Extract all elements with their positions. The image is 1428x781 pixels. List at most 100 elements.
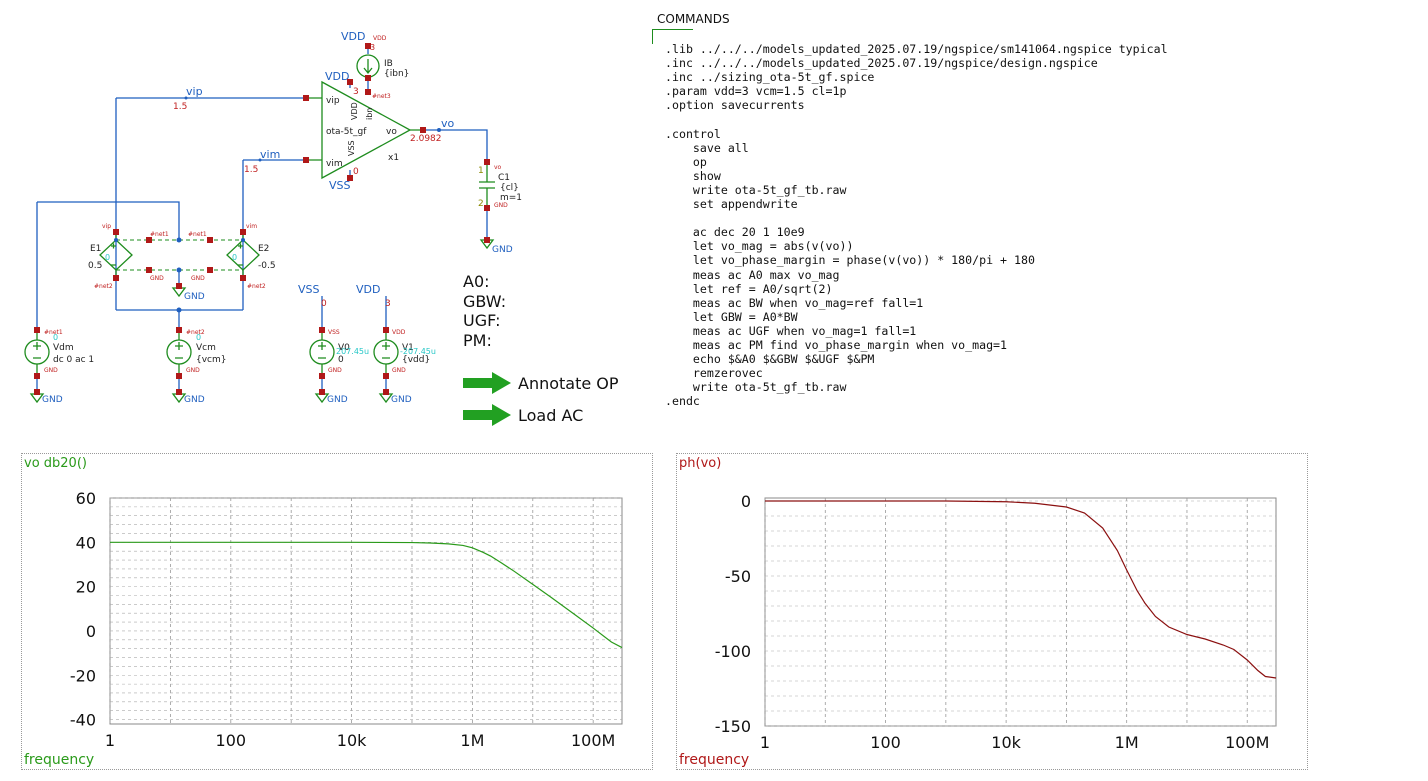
voltage-source-v1: V1 {vdd} -207.45u VDD GND: [373, 329, 436, 376]
phase-xtick-label: 100M: [1225, 733, 1269, 752]
phase-xtick-label: 100: [870, 733, 901, 752]
ib-net-label: #net3: [372, 93, 391, 100]
net-label-vdd-top: VDD: [341, 30, 365, 43]
mag-xtick-label: 1M: [460, 731, 484, 750]
mag-ytick-label: -20: [70, 666, 96, 685]
ib-value: {ibn}: [384, 69, 409, 79]
magnitude-plot[interactable]: 60 40 20 0 -20 -40 1 100 10k 1M 100M vo db20() fre…: [21, 453, 653, 770]
mag-series-line: [110, 541, 623, 649]
phase-series-line: [765, 500, 1277, 679]
vcm-net: #net2: [186, 329, 205, 336]
arrow-right-icon: [463, 372, 511, 394]
wires: [36, 46, 488, 394]
meas-gbw: GBW:: [463, 291, 507, 311]
phase-ytick-label: 0: [741, 492, 751, 511]
mag-grid: [109, 497, 622, 724]
meas-pm: PM:: [463, 330, 492, 350]
meas-ugf: UGF:: [463, 311, 501, 330]
capacitor-c1: C1 {cl} m=1 1 2 vo GND: [478, 162, 522, 209]
gnd-label-vcm: GND: [184, 395, 205, 405]
annotate-op-label: Annotate OP: [518, 373, 619, 393]
value-ib-top: 3: [370, 43, 375, 52]
e1-tl: vip: [102, 223, 111, 230]
c1-bot-net: GND: [494, 202, 508, 209]
load-ac-button[interactable]: Load AC: [462, 404, 583, 426]
value-vo: 2.0982: [410, 134, 442, 144]
phase-plot[interactable]: 0 -50 -100 -150 1 100 10k 1M 100M ph(vo) frequen…: [676, 453, 1308, 770]
voltage-source-vcm: Vcm {vcm} 0 #net2 GND: [166, 329, 227, 376]
c1-pin2: 2: [478, 199, 484, 209]
gnd-label-v0: GND: [327, 395, 348, 405]
c1-top-net: vo: [494, 164, 502, 171]
vcvs-e2: E2 -0.5 0 #net1 vim GND #net2: [188, 223, 276, 290]
phase-xtick-label: 10k: [991, 733, 1021, 752]
voltage-source-v0: V0 0 207.45u VSS GND: [309, 329, 369, 376]
phase-grid: [764, 498, 1276, 727]
opamp-symbol: vip vim vo ota-5t_gf x1 VDD ibn VSS: [306, 80, 423, 180]
v1-current: -207.45u: [400, 347, 436, 356]
phase-plot-title: ph(vo): [679, 456, 722, 471]
value-vdd-src: 3: [385, 299, 391, 309]
pin-markers: [34, 43, 490, 395]
e-source-dashed-wires: [116, 239, 243, 271]
e1-name: E1: [90, 244, 101, 254]
meas-a0: A0:: [463, 272, 490, 291]
mag-ytick-label: 40: [76, 533, 96, 552]
voltage-source-vdm: Vdm dc 0 ac 1 0 #net1 GND: [24, 329, 94, 376]
magnitude-plot-xlabel: frequency: [24, 752, 95, 768]
load-ac-label: Load AC: [518, 405, 584, 425]
mag-xtick-label: 1: [105, 731, 115, 750]
vdm-net: #net1: [44, 329, 63, 336]
value-vip: 1.5: [173, 102, 187, 112]
ground-labels: GND GND GND GND GND GND: [42, 245, 513, 405]
opamp-pin-ibn: ibn: [365, 108, 374, 120]
v0-gnd: GND: [328, 367, 342, 374]
vcm-current: 0: [196, 333, 201, 342]
opamp-pin-vo: vo: [386, 127, 397, 137]
e2-gain: -0.5: [258, 261, 276, 271]
opamp-instance: x1: [388, 153, 399, 163]
mag-ytick-label: 0: [86, 622, 96, 641]
net-label-vo: vo: [441, 117, 455, 130]
c1-name: C1: [498, 173, 510, 183]
annotate-op-button[interactable]: Annotate OP: [462, 372, 619, 394]
phase-xtick-label: 1M: [1115, 733, 1139, 752]
value-vss-pin: 0: [353, 167, 359, 177]
v1-value: {vdd}: [402, 355, 430, 365]
e2-name: E2: [258, 244, 269, 254]
e1-br: GND: [150, 275, 164, 282]
gnd-label-c1: GND: [492, 245, 513, 255]
phase-plot-area: [764, 497, 1277, 727]
vdm-name: Vdm: [53, 343, 74, 353]
opamp-pin-vdd: VDD: [350, 102, 359, 120]
value-vim: 1.5: [244, 165, 258, 175]
vcm-gnd: GND: [186, 367, 200, 374]
arrow-right-icon: [463, 404, 511, 426]
gnd-label-e: GND: [184, 292, 205, 302]
commands-title: COMMANDS: [657, 12, 730, 26]
vcm-name: Vcm: [196, 343, 216, 353]
phase-ytick-label: -150: [715, 717, 751, 736]
gnd-label-vdm: GND: [42, 395, 63, 405]
junction-dots: [114, 96, 441, 313]
e1-tr: #net1: [150, 231, 169, 238]
mag-ytick-label: 60: [76, 489, 96, 508]
commands-text: .lib ../../../models_updated_2025.07.19/…: [665, 42, 1168, 409]
mag-plot-area: [109, 497, 623, 725]
c1-value: {cl}: [500, 183, 519, 193]
vdm-current: 0: [53, 333, 58, 342]
vcm-value: {vcm}: [196, 355, 227, 365]
c1-multiplier: m=1: [500, 193, 522, 203]
commands-block[interactable]: COMMANDS .lib ../../../models_updated_20…: [652, 12, 1168, 409]
net-label-vdd-src: VDD: [356, 283, 380, 296]
ground-symbols: [29, 239, 495, 404]
mag-xtick-label: 100: [216, 731, 247, 750]
net-labels: vip 1.5 vim 1.5 vo 2.0982 VDD 3 VDD 3 VS…: [173, 30, 455, 309]
schematic: vip vim vo ota-5t_gf x1 VDD ibn VSS IB {…: [24, 30, 522, 405]
v0-current: 207.45u: [336, 347, 369, 356]
e2-bl: GND: [191, 275, 205, 282]
e1-gain: 0.5: [88, 261, 102, 271]
phase-plot-xlabel: frequency: [679, 752, 750, 768]
e2-br: #net2: [247, 283, 266, 290]
phase-plot-canvas: 0 -50 -100 -150 1 100 10k 1M 100M: [715, 492, 1277, 752]
